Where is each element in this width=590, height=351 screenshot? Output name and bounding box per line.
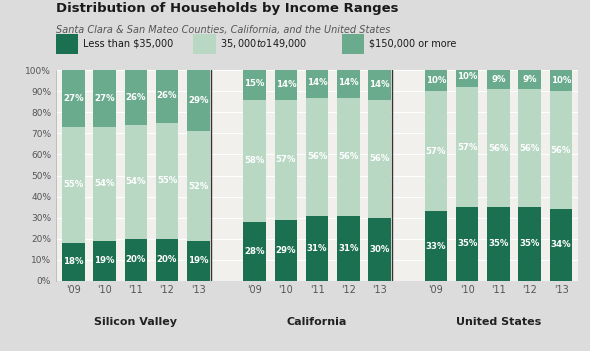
Text: 30%: 30% (369, 245, 390, 254)
Text: 14%: 14% (276, 80, 296, 90)
Text: California: California (287, 317, 348, 326)
Bar (62, 70, 84, 127)
Bar (337, 98, 360, 216)
Text: $150,000 or more: $150,000 or more (369, 39, 456, 49)
Bar (243, 100, 266, 222)
Bar (337, 68, 360, 98)
Text: 29%: 29% (188, 96, 208, 105)
Text: 57%: 57% (457, 143, 477, 152)
Bar (124, 125, 147, 239)
Text: 35%: 35% (457, 239, 477, 249)
Bar (306, 98, 329, 216)
Bar (187, 241, 209, 281)
Text: 27%: 27% (94, 94, 115, 103)
Bar (124, 239, 147, 281)
Bar (519, 70, 541, 89)
Text: 58%: 58% (244, 156, 265, 165)
Bar (156, 123, 178, 239)
Text: Distribution of Households by Income Ranges: Distribution of Households by Income Ran… (56, 2, 399, 15)
Text: 54%: 54% (94, 179, 115, 188)
Bar (425, 91, 447, 211)
Text: United States: United States (456, 317, 541, 326)
Text: 14%: 14% (307, 78, 327, 87)
Text: Santa Clara & San Mateo Counties, California, and the United States: Santa Clara & San Mateo Counties, Califo… (56, 25, 391, 34)
Bar (487, 70, 510, 89)
Bar (337, 216, 360, 281)
Text: 29%: 29% (276, 246, 296, 255)
Bar (274, 100, 297, 220)
Bar (93, 241, 116, 281)
Bar (425, 211, 447, 281)
Bar (156, 68, 178, 123)
Text: 20%: 20% (126, 255, 146, 264)
Bar (187, 131, 209, 241)
Bar (93, 127, 116, 241)
Text: 9%: 9% (491, 75, 506, 84)
Text: 56%: 56% (369, 154, 390, 163)
Text: $35,000 to $149,000: $35,000 to $149,000 (221, 37, 308, 51)
Text: 56%: 56% (338, 152, 359, 161)
Text: 10%: 10% (457, 72, 477, 81)
Text: 9%: 9% (523, 75, 537, 84)
Bar (425, 70, 447, 91)
Bar (519, 89, 541, 207)
Text: 14%: 14% (369, 80, 390, 90)
Bar (274, 220, 297, 281)
Bar (519, 207, 541, 281)
Text: 56%: 56% (489, 144, 509, 153)
Text: 19%: 19% (94, 256, 115, 265)
Text: 33%: 33% (426, 241, 446, 251)
Bar (306, 68, 329, 98)
Bar (156, 239, 178, 281)
Bar (550, 209, 572, 281)
Text: 56%: 56% (307, 152, 327, 161)
Text: 35%: 35% (520, 239, 540, 249)
Text: 10%: 10% (551, 76, 571, 85)
Bar (93, 70, 116, 127)
Bar (187, 70, 209, 131)
Bar (368, 70, 391, 100)
Bar (274, 70, 297, 100)
Bar (124, 70, 147, 125)
Text: 56%: 56% (551, 146, 571, 155)
Text: 18%: 18% (63, 257, 84, 266)
Text: 26%: 26% (157, 91, 178, 100)
Text: 31%: 31% (338, 244, 359, 253)
Text: 34%: 34% (550, 240, 571, 250)
Text: 26%: 26% (126, 93, 146, 102)
Bar (456, 66, 478, 87)
Bar (487, 207, 510, 281)
Bar (550, 70, 572, 91)
Bar (368, 100, 391, 218)
Bar (306, 216, 329, 281)
Bar (368, 218, 391, 281)
Text: 57%: 57% (276, 155, 296, 164)
Bar (62, 127, 84, 243)
Text: 57%: 57% (426, 147, 446, 156)
Text: 19%: 19% (188, 256, 208, 265)
Text: Less than $35,000: Less than $35,000 (83, 39, 173, 49)
Text: 27%: 27% (63, 94, 84, 103)
Text: 28%: 28% (244, 247, 265, 256)
Text: 55%: 55% (157, 176, 177, 185)
Text: 31%: 31% (307, 244, 327, 253)
Bar (456, 207, 478, 281)
Bar (456, 87, 478, 207)
Bar (487, 89, 510, 207)
Text: 20%: 20% (157, 255, 177, 264)
Text: 14%: 14% (338, 78, 359, 87)
Text: 35%: 35% (489, 239, 509, 249)
Text: 54%: 54% (126, 177, 146, 186)
Text: Silicon Valley: Silicon Valley (94, 317, 177, 326)
Text: 56%: 56% (520, 144, 540, 153)
Bar (62, 243, 84, 281)
Text: 55%: 55% (63, 180, 83, 190)
Bar (550, 91, 572, 209)
Text: 10%: 10% (426, 76, 446, 85)
Text: 52%: 52% (188, 181, 208, 191)
Bar (243, 222, 266, 281)
Bar (243, 68, 266, 100)
Text: 15%: 15% (244, 79, 265, 88)
